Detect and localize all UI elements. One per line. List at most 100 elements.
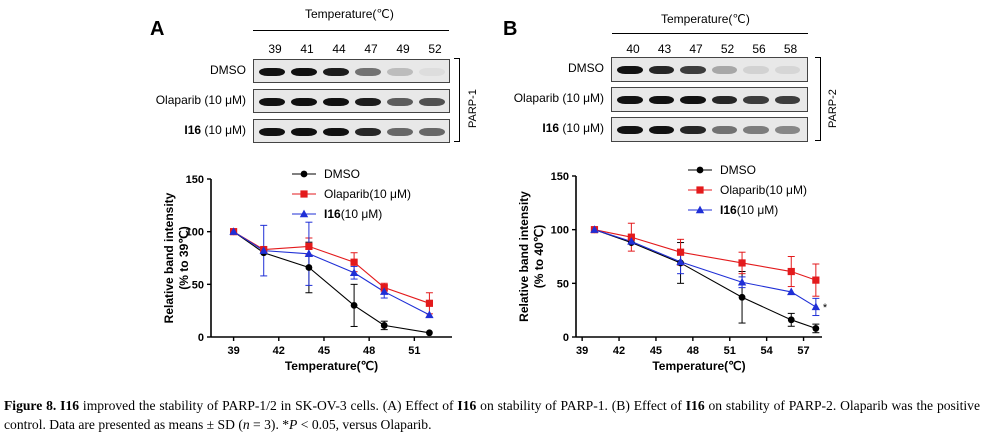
legend-series-name: DMSO bbox=[324, 167, 360, 181]
panel-b-bracket-top bbox=[815, 57, 821, 58]
data-point bbox=[350, 258, 358, 266]
blot-treatment-conc: (10 μM) bbox=[559, 91, 604, 105]
blot-band bbox=[419, 97, 445, 106]
caption-segment: n bbox=[242, 417, 250, 432]
y-tick-label: 150 bbox=[186, 174, 204, 186]
data-point bbox=[696, 166, 704, 174]
blot-treatment-name: Olaparib bbox=[513, 91, 560, 105]
series-i16 bbox=[233, 221, 430, 316]
blot-treatment-name: Olaparib bbox=[155, 93, 202, 107]
blot-band bbox=[617, 126, 643, 135]
blot-band bbox=[711, 66, 737, 75]
legend-series-name: DMSO bbox=[720, 163, 756, 177]
data-point bbox=[305, 264, 313, 271]
lane-temperature: 52 bbox=[428, 42, 442, 56]
lane-temperature: 47 bbox=[364, 42, 378, 56]
panel-b-letter: B bbox=[503, 18, 518, 40]
data-point bbox=[300, 170, 308, 178]
data-point bbox=[676, 248, 685, 256]
caption-segment: P bbox=[289, 417, 298, 432]
caption-segment: < 0.05, versus Olaparib. bbox=[297, 417, 432, 432]
caption-title-compound: I16 bbox=[60, 398, 80, 413]
blot-band bbox=[387, 127, 413, 136]
legend-label: Olaparib(10 μM) bbox=[720, 183, 807, 197]
data-point bbox=[787, 287, 796, 296]
figure-caption: Figure 8. I16 improved the stability of … bbox=[4, 396, 980, 434]
caption-label: Figure 8. bbox=[4, 398, 57, 413]
data-point bbox=[380, 287, 389, 295]
y-tick-label: 0 bbox=[198, 332, 204, 344]
blot-band bbox=[355, 97, 381, 106]
legend-series-name: I16 bbox=[324, 207, 341, 221]
data-point bbox=[695, 205, 705, 214]
blot-strip bbox=[611, 117, 808, 142]
series-markers-dmso bbox=[591, 226, 820, 332]
lane-temperature: 39 bbox=[268, 42, 282, 56]
blot-treatment-name: DMSO bbox=[568, 61, 604, 75]
series-line bbox=[233, 231, 430, 304]
caption-segment: on stability of PARP-1. (B) Effect of bbox=[476, 398, 686, 413]
legend-series-conc: (10 μM) bbox=[765, 183, 807, 197]
blot-band bbox=[355, 127, 381, 136]
blot-row-label: DMSO bbox=[568, 61, 604, 75]
panel-a-letter: A bbox=[150, 18, 165, 40]
y-tick-label: 50 bbox=[192, 279, 204, 291]
lane-temperature: 47 bbox=[689, 42, 703, 56]
lane-temperature: 56 bbox=[752, 42, 766, 56]
x-axis-label: Temperature(℃) bbox=[285, 359, 378, 373]
x-tick-label: 42 bbox=[613, 345, 625, 357]
lane-temperature: 49 bbox=[396, 42, 410, 56]
x-tick-label: 45 bbox=[650, 345, 662, 357]
caption-segment: = 3). * bbox=[249, 417, 290, 432]
y-tick-label: 50 bbox=[557, 278, 569, 290]
data-point bbox=[426, 329, 433, 337]
blot-band bbox=[774, 96, 800, 105]
blot-band bbox=[680, 126, 706, 135]
caption-segment: on stability of PARP-2. Olaparib was the… bbox=[4, 398, 980, 432]
blot-band bbox=[291, 67, 317, 76]
x-tick-label: 48 bbox=[687, 345, 699, 357]
legend-label: DMSO bbox=[324, 167, 360, 181]
data-point bbox=[812, 325, 820, 332]
blot-band bbox=[648, 126, 674, 135]
x-axis-label: Temperature(℃) bbox=[652, 359, 745, 373]
y-tick-label: 100 bbox=[186, 227, 204, 239]
series-dmso bbox=[594, 229, 820, 334]
x-tick-label: 51 bbox=[408, 345, 420, 357]
blot-band bbox=[259, 127, 285, 136]
panel-a-chart: 0 50 100 150 39 42 45 48 51 Temperature(℃) Relativ… bbox=[162, 167, 452, 373]
series-markers-olaparib bbox=[590, 226, 820, 284]
legend-label: I16(10 μM) bbox=[720, 203, 778, 217]
legend-label: Olaparib(10 μM) bbox=[324, 187, 411, 201]
blot-band bbox=[259, 97, 285, 106]
lane-temperature: 43 bbox=[657, 42, 672, 56]
series-line bbox=[594, 229, 817, 329]
blot-treatment-conc: (10 μM) bbox=[559, 121, 604, 135]
data-point bbox=[229, 227, 238, 235]
series-markers-i16 bbox=[229, 227, 434, 319]
blot-strip bbox=[611, 57, 808, 82]
blot-strip bbox=[611, 87, 808, 112]
blot-strip bbox=[253, 89, 450, 113]
legend-label: DMSO bbox=[720, 163, 756, 177]
y-axis-label: Relative band intensity bbox=[162, 192, 176, 323]
data-point bbox=[425, 310, 434, 319]
data-point bbox=[300, 190, 308, 198]
data-point bbox=[425, 299, 434, 307]
blot-band bbox=[323, 127, 349, 136]
blot-treatment-conc: (10 μM) bbox=[201, 93, 246, 107]
blot-band bbox=[711, 126, 737, 135]
data-point bbox=[811, 302, 821, 311]
blot-band bbox=[291, 127, 317, 136]
panel-b-chart: 0 50 100 150 39 42 45 48 51 54 57 Temperature(℃) Rel… bbox=[517, 163, 828, 373]
panel-b-bracket-bottom bbox=[815, 140, 821, 141]
legend-series-name: I16 bbox=[720, 203, 737, 217]
panel-a-temperature-title: Temperature(℃) bbox=[305, 7, 394, 21]
data-point bbox=[676, 257, 685, 266]
y-axis-label-units: (% to 40℃) bbox=[532, 225, 546, 288]
series-line bbox=[594, 229, 817, 308]
x-tick-label: 48 bbox=[363, 345, 375, 357]
x-tick-label: 54 bbox=[761, 345, 774, 357]
data-point bbox=[738, 293, 746, 301]
blot-row-label: I16 (10 μM) bbox=[542, 121, 604, 135]
